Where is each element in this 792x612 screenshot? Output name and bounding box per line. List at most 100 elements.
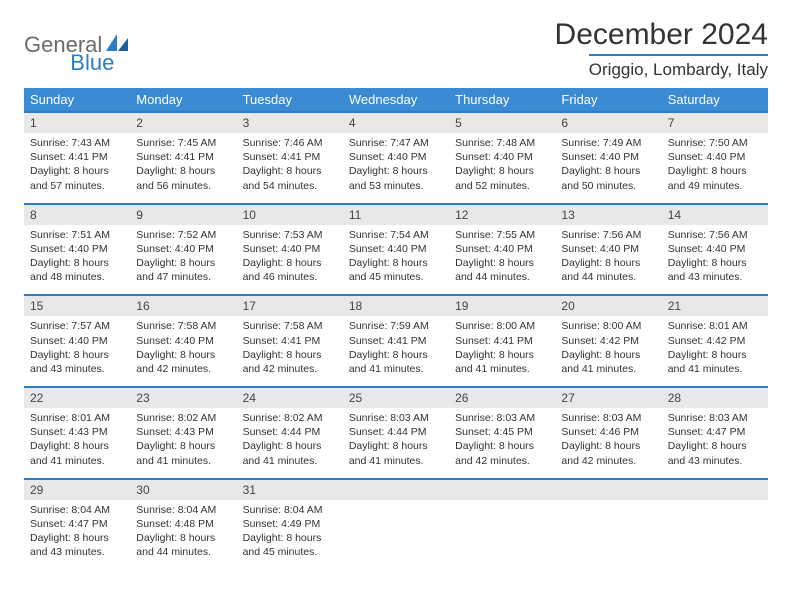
sunrise-text: Sunrise: 7:58 AM (243, 319, 337, 333)
sunrise-text: Sunrise: 8:04 AM (136, 503, 230, 517)
day-number: 19 (449, 295, 555, 316)
day-number: 17 (237, 295, 343, 316)
daylight-text: Daylight: 8 hours and 43 minutes. (30, 348, 124, 376)
sunrise-text: Sunrise: 7:49 AM (561, 136, 655, 150)
sunrise-text: Sunrise: 7:52 AM (136, 228, 230, 242)
day-number: 5 (449, 112, 555, 133)
day-header-row: Sunday Monday Tuesday Wednesday Thursday… (24, 88, 768, 112)
week-num-row: 15161718192021 (24, 295, 768, 316)
sunset-text: Sunset: 4:40 PM (30, 242, 124, 256)
sunset-text: Sunset: 4:40 PM (668, 150, 762, 164)
day-content: Sunrise: 7:50 AMSunset: 4:40 PMDaylight:… (662, 133, 768, 204)
day-content: Sunrise: 8:01 AMSunset: 4:43 PMDaylight:… (24, 408, 130, 479)
day-content: Sunrise: 7:47 AMSunset: 4:40 PMDaylight:… (343, 133, 449, 204)
sunrise-text: Sunrise: 7:50 AM (668, 136, 762, 150)
daylight-text: Daylight: 8 hours and 56 minutes. (136, 164, 230, 192)
sunset-text: Sunset: 4:40 PM (349, 150, 443, 164)
daylight-text: Daylight: 8 hours and 42 minutes. (455, 439, 549, 467)
day-content: Sunrise: 7:49 AMSunset: 4:40 PMDaylight:… (555, 133, 661, 204)
sunset-text: Sunset: 4:43 PM (136, 425, 230, 439)
sunrise-text: Sunrise: 7:56 AM (561, 228, 655, 242)
sunset-text: Sunset: 4:41 PM (136, 150, 230, 164)
week-num-row: 293031 (24, 479, 768, 500)
sunrise-text: Sunrise: 8:00 AM (455, 319, 549, 333)
sunset-text: Sunset: 4:49 PM (243, 517, 337, 531)
sunset-text: Sunset: 4:47 PM (30, 517, 124, 531)
day-content: Sunrise: 7:52 AMSunset: 4:40 PMDaylight:… (130, 225, 236, 296)
dayhead-sunday: Sunday (24, 88, 130, 112)
dayhead-monday: Monday (130, 88, 236, 112)
sunset-text: Sunset: 4:43 PM (30, 425, 124, 439)
sunrise-text: Sunrise: 8:01 AM (668, 319, 762, 333)
sunset-text: Sunset: 4:44 PM (243, 425, 337, 439)
daylight-text: Daylight: 8 hours and 43 minutes. (668, 439, 762, 467)
daylight-text: Daylight: 8 hours and 41 minutes. (243, 439, 337, 467)
sunset-text: Sunset: 4:40 PM (455, 242, 549, 256)
sunset-text: Sunset: 4:40 PM (30, 334, 124, 348)
dayhead-friday: Friday (555, 88, 661, 112)
daylight-text: Daylight: 8 hours and 47 minutes. (136, 256, 230, 284)
sunrise-text: Sunrise: 7:51 AM (30, 228, 124, 242)
title-block: December 2024 Origgio, Lombardy, Italy (555, 18, 768, 80)
daylight-text: Daylight: 8 hours and 54 minutes. (243, 164, 337, 192)
week-content-row: Sunrise: 7:51 AMSunset: 4:40 PMDaylight:… (24, 225, 768, 296)
day-content: Sunrise: 8:00 AMSunset: 4:41 PMDaylight:… (449, 316, 555, 387)
empty-day-content (343, 500, 449, 570)
sunrise-text: Sunrise: 8:02 AM (243, 411, 337, 425)
sunset-text: Sunset: 4:40 PM (455, 150, 549, 164)
sunrise-text: Sunrise: 8:04 AM (30, 503, 124, 517)
daylight-text: Daylight: 8 hours and 41 minutes. (30, 439, 124, 467)
day-content: Sunrise: 7:45 AMSunset: 4:41 PMDaylight:… (130, 133, 236, 204)
daylight-text: Daylight: 8 hours and 45 minutes. (243, 531, 337, 559)
day-content: Sunrise: 7:55 AMSunset: 4:40 PMDaylight:… (449, 225, 555, 296)
day-number: 28 (662, 387, 768, 408)
daylight-text: Daylight: 8 hours and 57 minutes. (30, 164, 124, 192)
week-content-row: Sunrise: 8:04 AMSunset: 4:47 PMDaylight:… (24, 500, 768, 570)
sunset-text: Sunset: 4:48 PM (136, 517, 230, 531)
sunset-text: Sunset: 4:42 PM (668, 334, 762, 348)
sunset-text: Sunset: 4:40 PM (349, 242, 443, 256)
day-number: 21 (662, 295, 768, 316)
dayhead-thursday: Thursday (449, 88, 555, 112)
daylight-text: Daylight: 8 hours and 42 minutes. (136, 348, 230, 376)
sunrise-text: Sunrise: 7:55 AM (455, 228, 549, 242)
sunset-text: Sunset: 4:46 PM (561, 425, 655, 439)
day-number: 7 (662, 112, 768, 133)
sunset-text: Sunset: 4:41 PM (30, 150, 124, 164)
day-number: 13 (555, 204, 661, 225)
sunset-text: Sunset: 4:42 PM (561, 334, 655, 348)
location-text: Origgio, Lombardy, Italy (589, 54, 768, 80)
week-content-row: Sunrise: 8:01 AMSunset: 4:43 PMDaylight:… (24, 408, 768, 479)
day-number: 31 (237, 479, 343, 500)
dayhead-wednesday: Wednesday (343, 88, 449, 112)
day-number: 2 (130, 112, 236, 133)
sunset-text: Sunset: 4:40 PM (561, 242, 655, 256)
week-content-row: Sunrise: 7:57 AMSunset: 4:40 PMDaylight:… (24, 316, 768, 387)
day-number: 23 (130, 387, 236, 408)
day-number: 25 (343, 387, 449, 408)
calendar-body: 1234567Sunrise: 7:43 AMSunset: 4:41 PMDa… (24, 112, 768, 569)
dayhead-saturday: Saturday (662, 88, 768, 112)
daylight-text: Daylight: 8 hours and 41 minutes. (349, 348, 443, 376)
daylight-text: Daylight: 8 hours and 45 minutes. (349, 256, 443, 284)
week-content-row: Sunrise: 7:43 AMSunset: 4:41 PMDaylight:… (24, 133, 768, 204)
day-number: 16 (130, 295, 236, 316)
empty-day-content (449, 500, 555, 570)
daylight-text: Daylight: 8 hours and 42 minutes. (561, 439, 655, 467)
day-content: Sunrise: 8:04 AMSunset: 4:49 PMDaylight:… (237, 500, 343, 570)
sunrise-text: Sunrise: 7:43 AM (30, 136, 124, 150)
day-number: 29 (24, 479, 130, 500)
sunset-text: Sunset: 4:40 PM (561, 150, 655, 164)
daylight-text: Daylight: 8 hours and 49 minutes. (668, 164, 762, 192)
day-content: Sunrise: 7:43 AMSunset: 4:41 PMDaylight:… (24, 133, 130, 204)
sunrise-text: Sunrise: 8:01 AM (30, 411, 124, 425)
day-content: Sunrise: 8:02 AMSunset: 4:44 PMDaylight:… (237, 408, 343, 479)
daylight-text: Daylight: 8 hours and 46 minutes. (243, 256, 337, 284)
daylight-text: Daylight: 8 hours and 52 minutes. (455, 164, 549, 192)
day-content: Sunrise: 7:51 AMSunset: 4:40 PMDaylight:… (24, 225, 130, 296)
week-num-row: 891011121314 (24, 204, 768, 225)
month-title: December 2024 (555, 18, 768, 52)
sunset-text: Sunset: 4:44 PM (349, 425, 443, 439)
day-content: Sunrise: 7:59 AMSunset: 4:41 PMDaylight:… (343, 316, 449, 387)
day-content: Sunrise: 7:46 AMSunset: 4:41 PMDaylight:… (237, 133, 343, 204)
